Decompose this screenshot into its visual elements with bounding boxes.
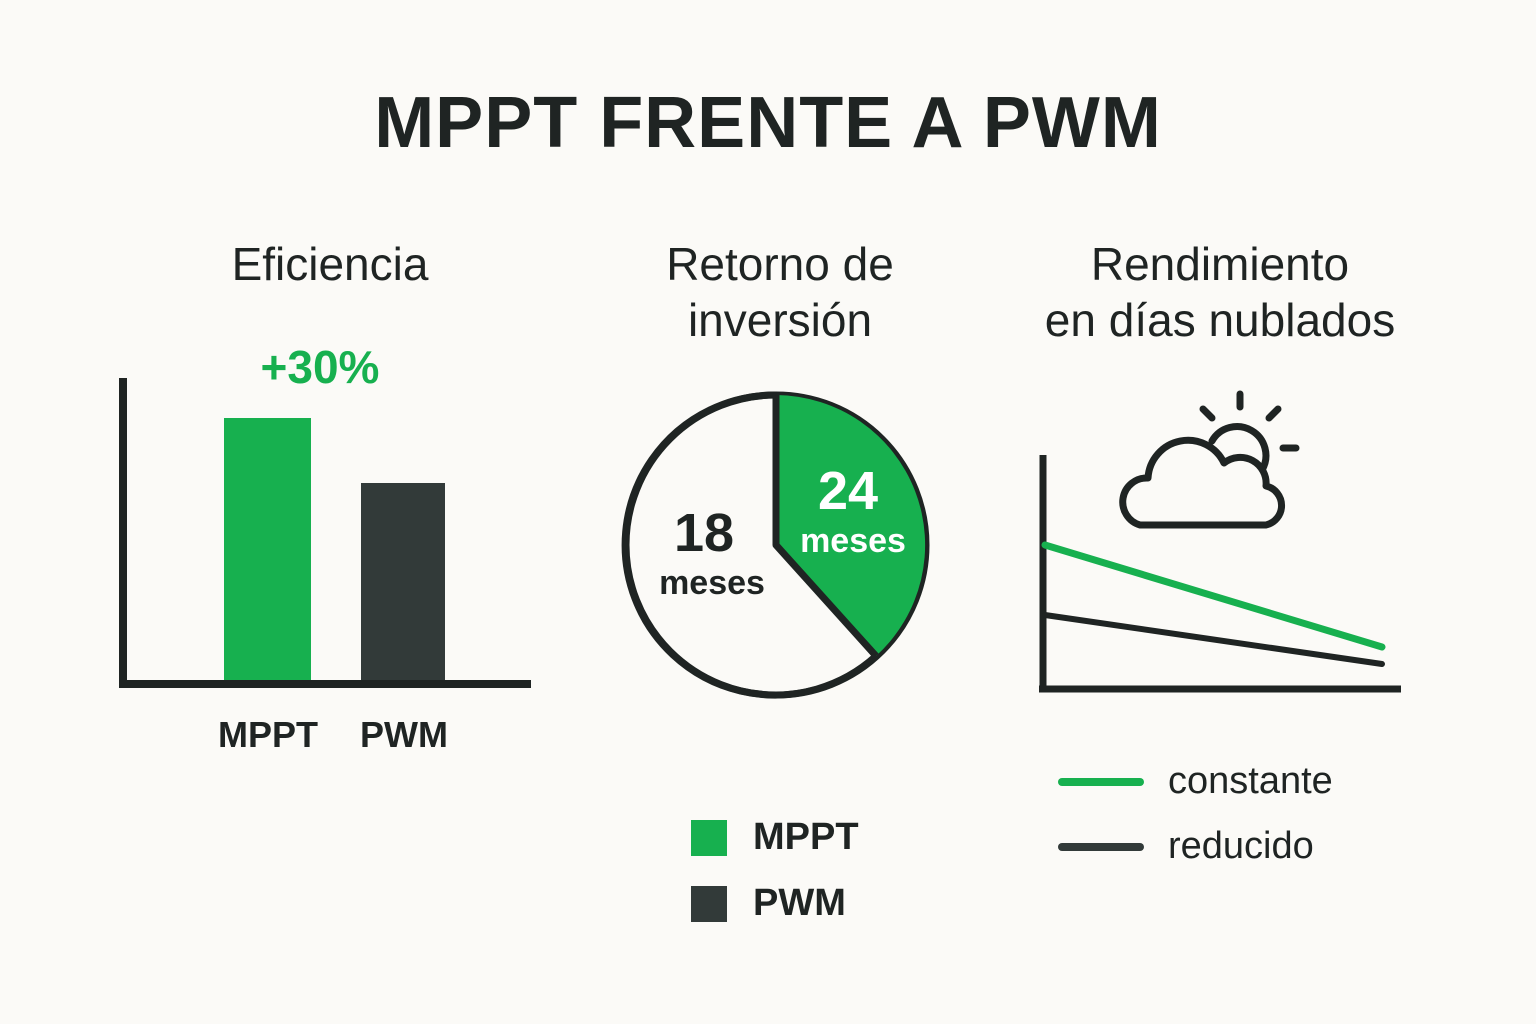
legend-swatch-mppt [691,819,727,856]
legend-label-pwm: PWM [753,882,846,924]
bar-mppt [224,418,311,680]
pie-value-18: 18 [673,503,735,563]
pie-unit-18: meses [659,564,765,602]
legend-item-reducido: reducido [1058,825,1314,868]
bar-label-mppt: MPPT [217,714,318,755]
line-constante [1041,541,1386,651]
cloudy-title-line1: Rendimiento [1090,238,1350,290]
pie-unit-24: meses [800,522,906,560]
legend-label-constante: constante [1168,760,1333,802]
pie-slice-24 [776,395,926,656]
pie-outline-left [621,391,879,699]
roi-title-line2: inversión [687,294,873,346]
bar-label-pwm: PWM [360,714,448,755]
pie-divider [772,395,879,659]
cloudy-title-line2: en días nublados [1044,294,1396,346]
legend-label-reducido: reducido [1168,825,1314,867]
cloud-sun-icon [1119,390,1300,529]
legend-item-pwm: PWM [691,882,846,925]
legend-line-reducido [1058,842,1144,851]
legend-line-constante [1058,777,1144,786]
legend-label-mppt: MPPT [753,816,859,858]
legend-item-mppt: MPPT [691,816,859,859]
efficiency-delta-label: +30% [260,341,380,393]
roi-title-line1: Retorno de [666,238,894,290]
bar-pwm [361,483,445,680]
legend-item-constante: constante [1058,760,1333,803]
legend-swatch-pwm [691,885,727,922]
page-title: MPPT FRENTE A PWM [374,83,1162,163]
pie-value-24: 24 [817,461,879,521]
efficiency-title: Eficiencia [231,238,429,290]
line-reducido [1042,612,1385,667]
